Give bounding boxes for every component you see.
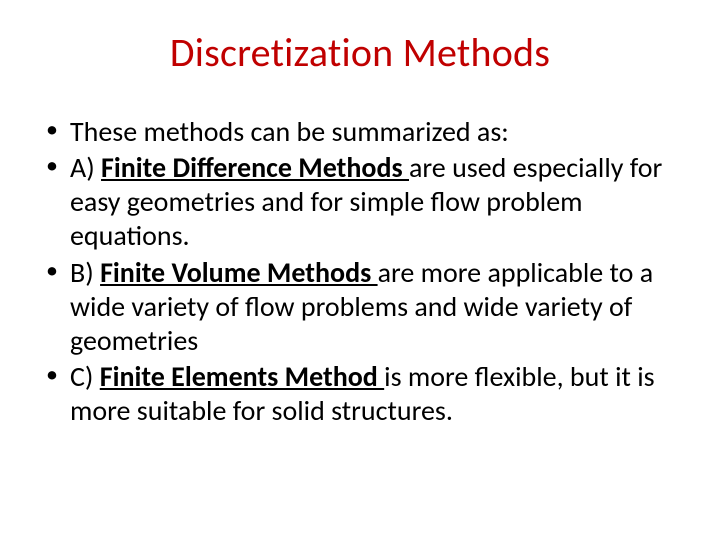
list-item: C) Finite Elements Method is more flexib… (44, 360, 680, 428)
slide-title: Discretization Methods (40, 28, 680, 77)
list-item: These methods can be summarized as: (44, 115, 680, 149)
slide: Discretization Methods These methods can… (0, 0, 720, 540)
bullet-list: These methods can be summarized as: A) F… (44, 115, 680, 428)
slide-content: These methods can be summarized as: A) F… (40, 115, 680, 430)
bullet-text-emph: Finite Difference Methods (101, 150, 409, 185)
list-item: A) Finite Difference Methods are used es… (44, 151, 680, 253)
bullet-text-pre: A) (70, 150, 101, 185)
bullet-text-pre: B) (70, 255, 100, 290)
bullet-text-emph: Finite Elements Method (100, 359, 384, 394)
bullet-text-pre: These methods can be summarized as: (70, 114, 509, 149)
bullet-text-pre: C) (70, 359, 100, 394)
list-item: B) Finite Volume Methods are more applic… (44, 256, 680, 358)
bullet-text-emph: Finite Volume Methods (100, 255, 378, 290)
